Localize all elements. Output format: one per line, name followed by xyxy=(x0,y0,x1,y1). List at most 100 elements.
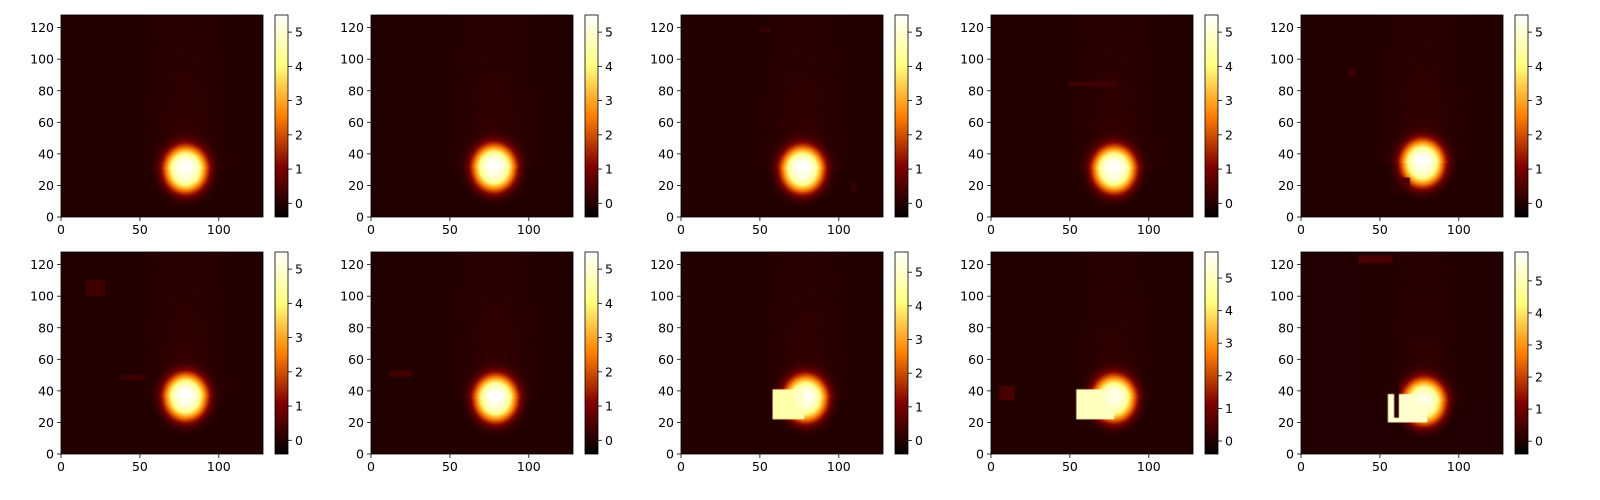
y-tick-label: 100 xyxy=(340,52,364,67)
y-tick-label: 20 xyxy=(348,178,364,193)
y-tick-label: 100 xyxy=(30,52,54,67)
colorbar-tick-label: 0 xyxy=(1225,433,1233,448)
x-tick-label: 100 xyxy=(827,459,851,474)
colorbar-tick-label: 5 xyxy=(915,265,923,280)
heatmap-panel: 0 50 100 0 20 40 60 80 100 120 0 1 2 3 4 5 xyxy=(650,14,923,237)
heatmap-image xyxy=(991,252,1193,454)
y-tick-label: 120 xyxy=(1270,20,1294,35)
y-tick-label: 20 xyxy=(658,415,674,430)
colorbar xyxy=(584,14,599,218)
colorbar-tick-label: 5 xyxy=(295,262,303,277)
colorbar-tick-label: 3 xyxy=(295,93,303,108)
y-tick-label: 120 xyxy=(1270,257,1294,272)
y-tick-label: 40 xyxy=(348,383,364,398)
x-tick-label: 50 xyxy=(1062,222,1078,237)
y-tick-label: 100 xyxy=(1270,289,1294,304)
y-tick-label: 0 xyxy=(666,447,674,462)
colorbar-tick-label: 2 xyxy=(1225,368,1233,383)
x-tick-label: 0 xyxy=(677,222,685,237)
y-tick-label: 60 xyxy=(348,352,364,367)
colorbar-tick-label: 0 xyxy=(915,433,923,448)
plot-frame xyxy=(1300,251,1504,455)
colorbar-tick-label: 1 xyxy=(1225,401,1233,416)
colorbar-tick-label: 4 xyxy=(295,296,303,311)
y-tick-label: 120 xyxy=(650,20,674,35)
y-tick-label: 60 xyxy=(968,115,984,130)
y-tick-label: 60 xyxy=(1278,115,1294,130)
colorbar-tick-label: 2 xyxy=(1535,370,1543,385)
heatmap-panel: 0 50 100 0 20 40 60 80 100 120 0 1 2 3 4 5 xyxy=(960,14,1233,237)
x-tick-label: 50 xyxy=(132,222,148,237)
colorbar-tick-label: 0 xyxy=(295,196,303,211)
x-tick-label: 0 xyxy=(1297,222,1305,237)
heatmap-image xyxy=(371,252,573,454)
colorbar-tick-label: 1 xyxy=(1535,162,1543,177)
y-tick-label: 20 xyxy=(968,415,984,430)
y-tick-label: 0 xyxy=(976,210,984,225)
y-tick-label: 20 xyxy=(968,178,984,193)
heatmap-panel: 0 50 100 0 20 40 60 80 100 120 0 1 2 3 4 5 xyxy=(30,14,303,237)
y-tick-label: 80 xyxy=(658,83,674,98)
colorbar-tick-label: 4 xyxy=(605,296,613,311)
y-tick-label: 80 xyxy=(658,320,674,335)
y-tick-label: 40 xyxy=(1278,383,1294,398)
y-tick-label: 120 xyxy=(30,257,54,272)
colorbar-tick-label: 1 xyxy=(295,162,303,177)
y-tick-label: 0 xyxy=(46,447,54,462)
y-tick-label: 20 xyxy=(348,415,364,430)
colorbar-tick-label: 4 xyxy=(605,59,613,74)
colorbar xyxy=(584,251,599,455)
heatmap-image xyxy=(991,15,1193,217)
y-tick-label: 80 xyxy=(38,320,54,335)
heatmap-panel: 0 50 100 0 20 40 60 80 100 120 0 1 2 3 4 5 xyxy=(340,14,613,237)
x-tick-label: 100 xyxy=(1447,459,1471,474)
y-tick-label: 100 xyxy=(650,52,674,67)
heatmap-image xyxy=(61,252,263,454)
y-tick-label: 20 xyxy=(1278,415,1294,430)
colorbar-tick-label: 3 xyxy=(605,93,613,108)
y-tick-label: 20 xyxy=(38,178,54,193)
x-tick-label: 50 xyxy=(752,222,768,237)
y-tick-label: 40 xyxy=(38,383,54,398)
colorbar-tick-label: 4 xyxy=(915,59,923,74)
colorbar-tick-label: 2 xyxy=(295,127,303,142)
y-tick-label: 80 xyxy=(1278,320,1294,335)
y-tick-label: 100 xyxy=(30,289,54,304)
colorbar-tick-label: 5 xyxy=(1535,25,1543,40)
x-tick-label: 50 xyxy=(442,459,458,474)
colorbar-tick-label: 0 xyxy=(1535,196,1543,211)
y-tick-label: 40 xyxy=(38,146,54,161)
y-tick-label: 0 xyxy=(46,210,54,225)
plot-frame xyxy=(990,251,1194,455)
x-tick-label: 100 xyxy=(517,459,541,474)
colorbar-tick-label: 2 xyxy=(915,366,923,381)
heatmap-panel: 0 50 100 0 20 40 60 80 100 120 0 1 2 3 4 5 xyxy=(960,251,1233,474)
plot-frame xyxy=(1300,14,1504,218)
colorbar xyxy=(274,251,289,455)
y-tick-label: 120 xyxy=(340,257,364,272)
colorbar-tick-label: 1 xyxy=(1535,402,1543,417)
colorbar-tick-label: 3 xyxy=(605,330,613,345)
plot-frame xyxy=(370,251,574,455)
colorbar-tick-label: 5 xyxy=(605,262,613,277)
y-tick-label: 20 xyxy=(658,178,674,193)
heatmap-image xyxy=(681,15,883,217)
x-tick-label: 0 xyxy=(57,222,65,237)
heatmap-panel: 0 50 100 0 20 40 60 80 100 120 0 1 2 3 4 5 xyxy=(30,251,303,474)
colorbar-tick-label: 1 xyxy=(1225,162,1233,177)
y-tick-label: 100 xyxy=(1270,52,1294,67)
heatmap-panel: 0 50 100 0 20 40 60 80 100 120 0 1 2 3 4 5 xyxy=(650,251,923,474)
y-tick-label: 100 xyxy=(650,289,674,304)
y-tick-label: 80 xyxy=(968,320,984,335)
colorbar-tick-label: 2 xyxy=(1225,127,1233,142)
colorbar-tick-label: 5 xyxy=(1225,271,1233,286)
colorbar-tick-label: 3 xyxy=(1225,93,1233,108)
colorbar-tick-label: 3 xyxy=(1535,93,1543,108)
colorbar-tick-label: 0 xyxy=(605,196,613,211)
colorbar-tick-label: 3 xyxy=(1225,336,1233,351)
y-tick-label: 40 xyxy=(1278,146,1294,161)
colorbar-tick-label: 1 xyxy=(605,399,613,414)
x-tick-label: 0 xyxy=(367,459,375,474)
